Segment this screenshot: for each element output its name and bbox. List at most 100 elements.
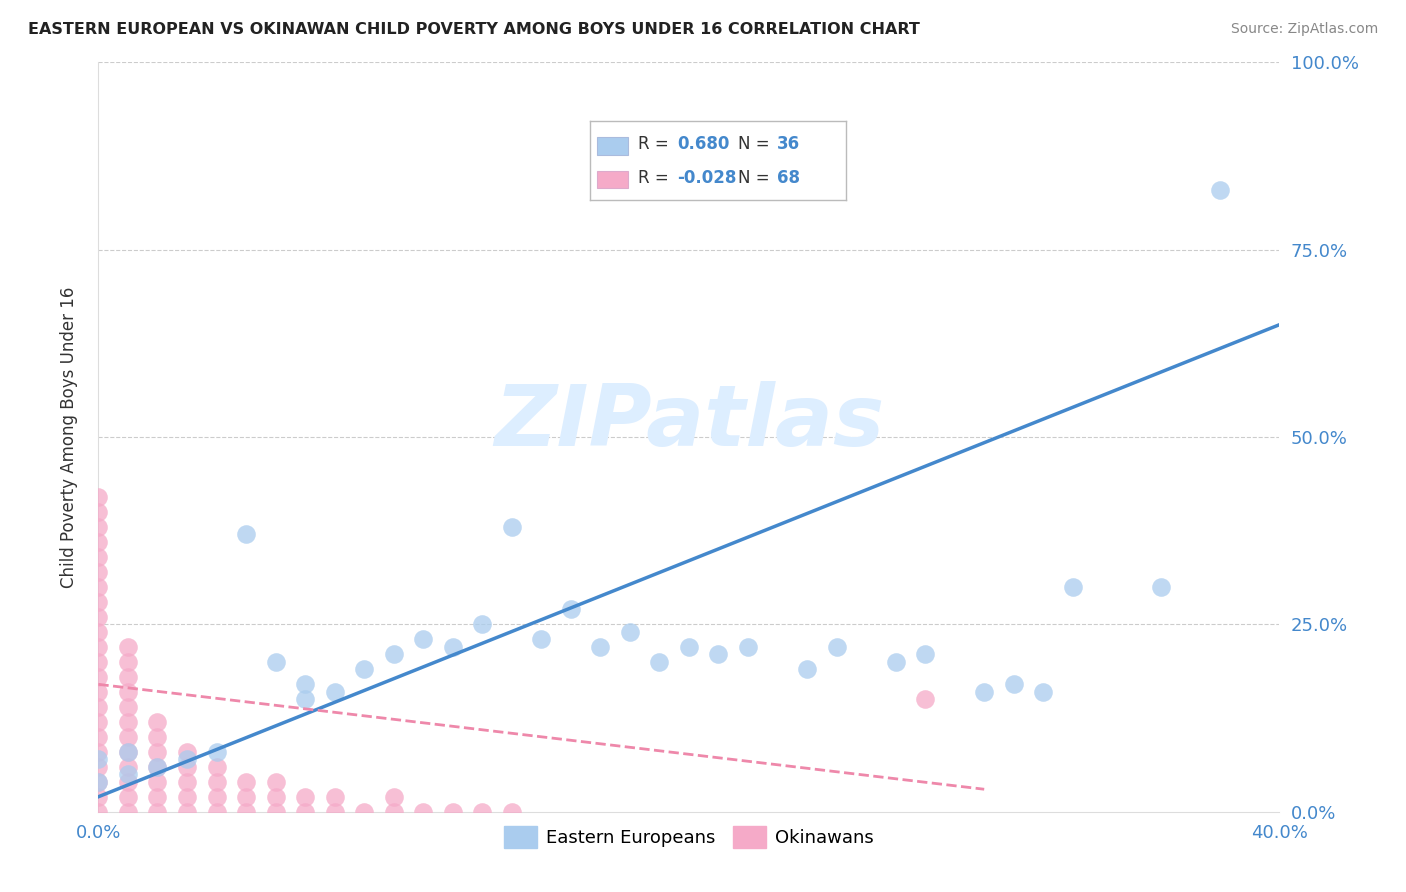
- Point: [87, 520, 110, 534]
- Point: [87, 805, 110, 819]
- FancyBboxPatch shape: [598, 137, 628, 154]
- Point: [117, 685, 139, 699]
- Point: [146, 760, 169, 774]
- Point: [353, 662, 375, 676]
- Point: [87, 752, 110, 766]
- Text: ZIPatlas: ZIPatlas: [494, 381, 884, 464]
- Point: [87, 774, 110, 789]
- Point: [323, 685, 346, 699]
- Text: 0.680: 0.680: [676, 136, 730, 153]
- Point: [353, 805, 375, 819]
- Point: [87, 670, 110, 684]
- Point: [914, 648, 936, 662]
- Point: [176, 760, 198, 774]
- Point: [1002, 677, 1025, 691]
- Point: [294, 692, 316, 706]
- Point: [87, 699, 110, 714]
- Point: [825, 640, 848, 654]
- Point: [382, 648, 405, 662]
- Point: [501, 805, 523, 819]
- Point: [87, 549, 110, 564]
- Point: [146, 774, 169, 789]
- Text: 36: 36: [776, 136, 800, 153]
- Point: [87, 565, 110, 579]
- Point: [176, 745, 198, 759]
- Point: [87, 535, 110, 549]
- Text: R =: R =: [638, 136, 669, 153]
- Point: [87, 610, 110, 624]
- Point: [117, 760, 139, 774]
- Point: [87, 624, 110, 639]
- Point: [412, 632, 434, 647]
- Point: [205, 789, 228, 804]
- Point: [619, 624, 641, 639]
- Point: [87, 714, 110, 729]
- Point: [1209, 183, 1232, 197]
- Point: [205, 774, 228, 789]
- Point: [117, 670, 139, 684]
- Y-axis label: Child Poverty Among Boys Under 16: Child Poverty Among Boys Under 16: [59, 286, 77, 588]
- FancyBboxPatch shape: [598, 170, 628, 188]
- Point: [87, 655, 110, 669]
- Point: [1150, 580, 1173, 594]
- Text: -0.028: -0.028: [676, 169, 737, 186]
- Text: 68: 68: [776, 169, 800, 186]
- Point: [264, 789, 287, 804]
- Point: [264, 774, 287, 789]
- Point: [235, 527, 257, 541]
- Point: [117, 745, 139, 759]
- Point: [294, 805, 316, 819]
- Point: [412, 805, 434, 819]
- Point: [501, 520, 523, 534]
- Point: [87, 580, 110, 594]
- Point: [973, 685, 995, 699]
- Point: [87, 774, 110, 789]
- Point: [87, 640, 110, 654]
- Text: Source: ZipAtlas.com: Source: ZipAtlas.com: [1230, 22, 1378, 37]
- Point: [176, 789, 198, 804]
- Point: [737, 640, 759, 654]
- Point: [146, 745, 169, 759]
- Point: [1062, 580, 1084, 594]
- Point: [294, 789, 316, 804]
- Point: [678, 640, 700, 654]
- Point: [382, 805, 405, 819]
- Legend: Eastern Europeans, Okinawans: Eastern Europeans, Okinawans: [498, 819, 880, 855]
- Point: [117, 805, 139, 819]
- Point: [87, 730, 110, 744]
- Point: [146, 805, 169, 819]
- Point: [1032, 685, 1054, 699]
- Point: [264, 805, 287, 819]
- Point: [530, 632, 553, 647]
- Point: [87, 490, 110, 504]
- Point: [146, 760, 169, 774]
- Point: [589, 640, 612, 654]
- Point: [441, 805, 464, 819]
- Point: [117, 655, 139, 669]
- Point: [323, 789, 346, 804]
- Point: [294, 677, 316, 691]
- Point: [117, 640, 139, 654]
- Point: [205, 760, 228, 774]
- Point: [235, 805, 257, 819]
- Point: [146, 714, 169, 729]
- Point: [914, 692, 936, 706]
- Point: [176, 774, 198, 789]
- Point: [235, 774, 257, 789]
- Point: [205, 805, 228, 819]
- Point: [87, 760, 110, 774]
- Point: [471, 617, 494, 632]
- Text: N =: N =: [738, 169, 770, 186]
- Point: [87, 505, 110, 519]
- Point: [87, 789, 110, 804]
- Point: [707, 648, 730, 662]
- Point: [205, 745, 228, 759]
- Point: [884, 655, 907, 669]
- Point: [382, 789, 405, 804]
- Point: [87, 595, 110, 609]
- Point: [117, 774, 139, 789]
- Point: [471, 805, 494, 819]
- Point: [796, 662, 818, 676]
- Point: [117, 730, 139, 744]
- Point: [648, 655, 671, 669]
